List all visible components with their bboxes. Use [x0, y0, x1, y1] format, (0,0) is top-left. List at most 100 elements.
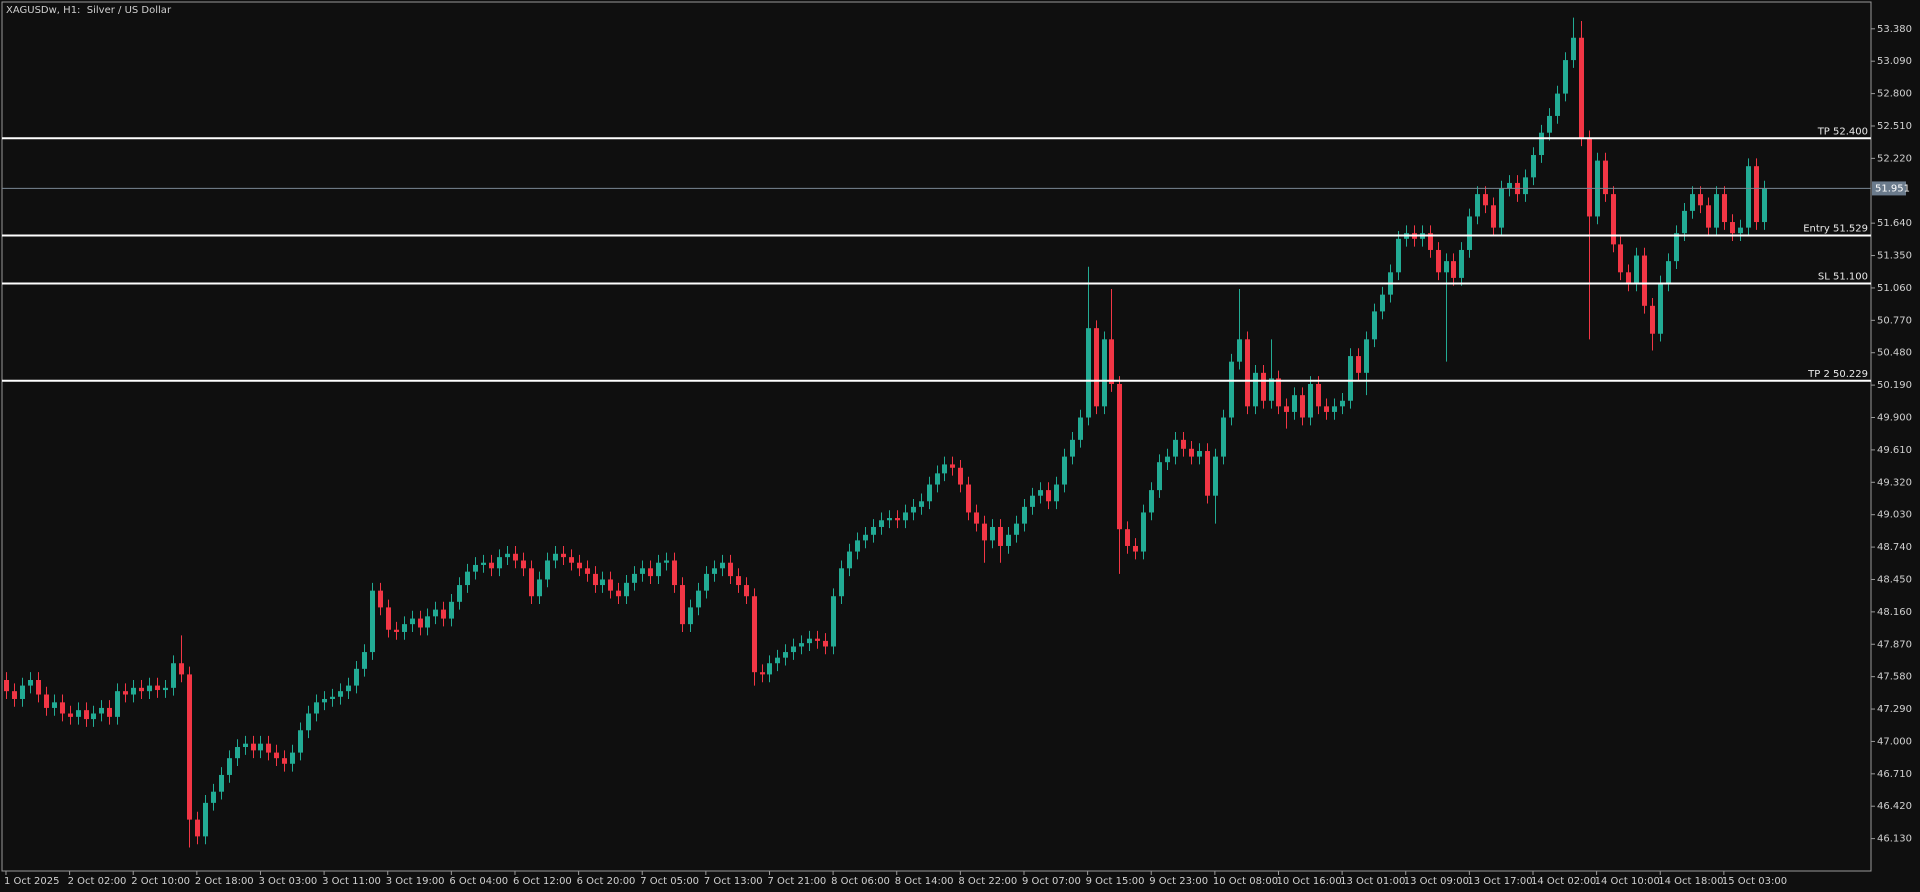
candle-body [903, 512, 908, 521]
x-tick-label: 2 Oct 18:00 [195, 876, 254, 887]
y-tick-label: 49.320 [1877, 477, 1912, 488]
candle-body [1475, 194, 1480, 217]
candle-body [942, 464, 947, 474]
candle-body [1276, 378, 1281, 407]
candle-body [1189, 448, 1194, 457]
candle-body [290, 752, 295, 764]
candle-body [298, 730, 303, 753]
level-label: TP 2 50.229 [1807, 369, 1868, 380]
candle-body [12, 691, 17, 699]
y-tick-label: 49.610 [1877, 445, 1912, 456]
y-tick-label: 46.420 [1877, 801, 1912, 812]
candle-body [1626, 272, 1631, 284]
candle-body [1483, 194, 1488, 206]
candle-body [1070, 439, 1075, 457]
candle-body [418, 618, 423, 628]
candle-body [1690, 194, 1695, 211]
y-tick-label: 47.580 [1877, 672, 1912, 683]
candle-body [1730, 222, 1735, 234]
candle-body [1523, 177, 1528, 195]
candle-body [839, 568, 844, 597]
candle-body [1396, 238, 1401, 273]
candle-body [1094, 328, 1099, 407]
candle-body [1531, 155, 1536, 178]
candle-body [203, 802, 208, 837]
candle-body [473, 564, 478, 572]
x-tick-label: 3 Oct 03:00 [258, 876, 317, 887]
candle-body [282, 758, 287, 764]
candle-body [1078, 417, 1083, 440]
candle-body [791, 646, 796, 653]
candle-body [219, 774, 224, 792]
candle-body [1237, 339, 1242, 362]
candle-body [481, 562, 486, 565]
candle-body [123, 691, 128, 695]
y-tick-label: 53.380 [1877, 24, 1912, 35]
y-tick-label: 48.450 [1877, 574, 1912, 585]
candle-body [1229, 361, 1234, 418]
candle-body [1332, 406, 1337, 412]
y-tick-label: 49.900 [1877, 413, 1912, 424]
candle-body [767, 663, 772, 675]
candle-body [28, 679, 33, 686]
candle-body [1722, 194, 1727, 223]
candle-body [1459, 249, 1464, 278]
candle-body [1444, 261, 1449, 273]
candle-body [879, 520, 884, 527]
current-price-box [1872, 181, 1906, 196]
candle-body [799, 643, 804, 647]
current-price-label: 51.951 [1875, 183, 1910, 194]
candle-body [513, 553, 518, 561]
y-tick-label: 51.640 [1877, 218, 1912, 229]
candle-body [1269, 378, 1274, 401]
y-tick-label: 50.480 [1877, 348, 1912, 359]
candle-body [274, 752, 279, 759]
candle-body [314, 702, 319, 714]
candle-body [783, 652, 788, 658]
candle-body [20, 685, 25, 699]
candle-body [871, 526, 876, 535]
candle-body [155, 685, 160, 691]
candle-body [211, 791, 216, 803]
chart-title: XAGUSDw, H1: Silver / US Dollar [6, 5, 172, 16]
candle-body [688, 607, 693, 625]
candle-body [624, 582, 629, 597]
candle-body [545, 560, 550, 580]
candle-body [91, 713, 96, 720]
candle-body [322, 698, 327, 703]
candle-body [1253, 372, 1258, 407]
candle-body [235, 747, 240, 759]
candle-body [131, 687, 136, 695]
candle-body [1491, 205, 1496, 228]
y-tick-label: 49.030 [1877, 510, 1912, 521]
candle-body [927, 484, 932, 502]
candle-body [1133, 545, 1138, 552]
x-tick-label: 15 Oct 03:00 [1722, 876, 1787, 887]
candle-body [775, 657, 780, 664]
y-tick-label: 47.290 [1877, 704, 1912, 715]
candle-body [1308, 384, 1313, 418]
candle-body [195, 819, 200, 837]
candle-body [529, 568, 534, 597]
candle-body [266, 743, 271, 753]
x-tick-label: 7 Oct 13:00 [704, 876, 763, 887]
candle-body [744, 585, 749, 597]
candle-body [505, 553, 510, 558]
candle-body [1284, 406, 1289, 412]
candle-body [1245, 339, 1250, 407]
x-tick-label: 9 Oct 07:00 [1022, 876, 1081, 887]
y-tick-label: 50.770 [1877, 315, 1912, 326]
candle-body [600, 579, 605, 586]
x-tick-label: 13 Oct 17:00 [1467, 876, 1532, 887]
candle-body [179, 663, 184, 675]
candle-body [752, 596, 757, 673]
y-tick-label: 47.870 [1877, 639, 1912, 650]
candle-body [1706, 205, 1711, 228]
candle-body [736, 576, 741, 586]
candle-body [807, 638, 812, 644]
candle-body [258, 743, 263, 751]
x-tick-label: 9 Oct 23:00 [1149, 876, 1208, 887]
y-tick-label: 52.800 [1877, 89, 1912, 100]
candle-body [911, 506, 916, 513]
candle-body [425, 616, 430, 628]
